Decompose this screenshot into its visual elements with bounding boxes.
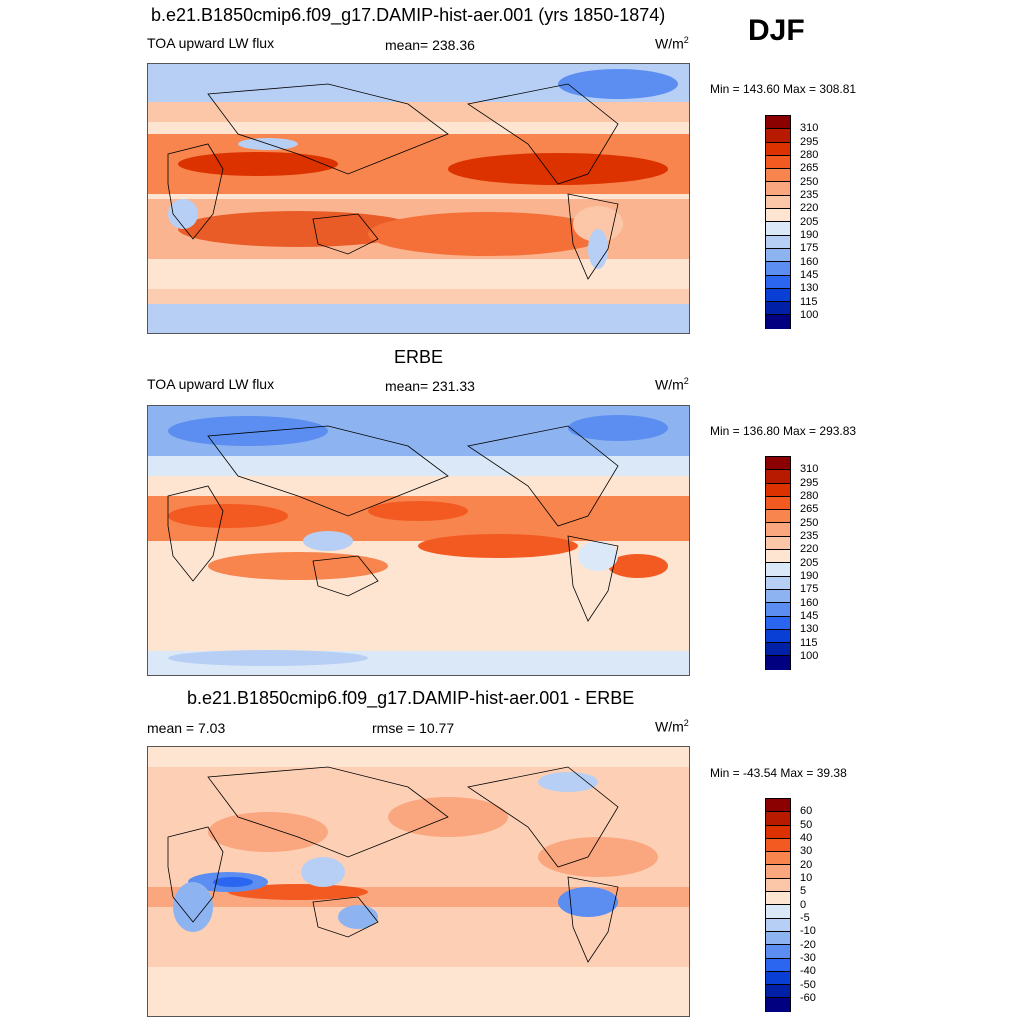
panel3-cbar-label: -50	[800, 979, 816, 991]
panel1-cbar-label: 250	[800, 176, 819, 188]
panel1-cbar-label: 175	[800, 242, 819, 254]
panel2-cbar-label: 265	[800, 503, 819, 515]
panel1-cbar-label: 145	[800, 269, 819, 281]
panel1-map	[147, 63, 690, 334]
panel1-cbar-label: 115	[800, 296, 818, 308]
panel2-mean: mean= 231.33	[385, 378, 475, 394]
panel1-cbar-label: 205	[800, 216, 819, 228]
panel1-colorbar	[765, 115, 791, 329]
panel3-cbar-label: 30	[800, 845, 813, 857]
panel3-cbar-label: 0	[800, 899, 807, 911]
panel3-cbar-label: -10	[800, 925, 816, 937]
panel1-cbar-label: 310	[800, 122, 819, 134]
panel3-cbar-label: -60	[800, 992, 816, 1004]
panel2-cbar-label: 310	[800, 463, 819, 475]
panel2-cbar-label: 115	[800, 637, 818, 649]
panel1-variable: TOA upward LW flux	[147, 35, 275, 51]
panel1-cbar-label: 265	[800, 162, 819, 174]
panel2-cbar-label: 295	[800, 477, 819, 489]
panel3-cbar-label: -30	[800, 952, 816, 964]
panel1-cbar-label: 160	[800, 256, 819, 268]
panel2-colorbar	[765, 456, 791, 670]
panel3-title: b.e21.B1850cmip6.f09_g17.DAMIP-hist-aer.…	[187, 688, 635, 708]
panel2-cbar-label: 190	[800, 570, 819, 582]
panel3-colorbar	[765, 798, 791, 1012]
season-label: DJF	[748, 14, 805, 47]
panel2-units: W/m2	[655, 376, 689, 393]
panel1-minmax: Min = 143.60 Max = 308.81	[710, 82, 857, 96]
panel3-cbar-label: 60	[800, 805, 813, 817]
panel1-cbar-label: 130	[800, 282, 819, 294]
panel2-cbar-label: 235	[800, 530, 819, 542]
panel1-cbar-label: 220	[800, 202, 819, 214]
panel3-cbar-label: 5	[800, 885, 807, 897]
panel2-map	[147, 405, 690, 676]
panel3-cbar-label: 50	[800, 819, 813, 831]
panel3-units: W/m2	[655, 718, 689, 735]
panel2-cbar-label: 280	[800, 490, 819, 502]
panel1-cbar-label: 190	[800, 229, 819, 241]
panel3-cbar-label: -20	[800, 939, 816, 951]
panel1-cbar-label: 100	[800, 309, 819, 321]
panel2-title: ERBE	[394, 347, 444, 367]
panel3-map	[147, 746, 690, 1017]
panel3-rmse: rmse = 10.77	[372, 720, 455, 736]
panel2-cbar-label: 220	[800, 543, 819, 555]
panel2-cbar-label: 160	[800, 597, 819, 609]
panel1-units: W/m2	[655, 35, 689, 52]
panel1-mean: mean= 238.36	[385, 37, 475, 53]
panel3-cbar-label: -40	[800, 965, 816, 977]
panel2-cbar-label: 250	[800, 517, 819, 529]
panel3-cbar-label: 20	[800, 859, 813, 871]
panel2-minmax: Min = 136.80 Max = 293.83	[710, 424, 857, 438]
panel1-cbar-label: 280	[800, 149, 819, 161]
panel2-cbar-label: 175	[800, 583, 819, 595]
panel1-cbar-label: 235	[800, 189, 819, 201]
panel3-mean: mean = 7.03	[147, 720, 226, 736]
panel3-cbar-label: -5	[800, 912, 810, 924]
panel2-cbar-label: 145	[800, 610, 819, 622]
panel1-title: b.e21.B1850cmip6.f09_g17.DAMIP-hist-aer.…	[151, 5, 666, 25]
panel3-cbar-label: 10	[800, 872, 813, 884]
panel2-variable: TOA upward LW flux	[147, 376, 275, 392]
panel3-minmax: Min = -43.54 Max = 39.38	[710, 766, 847, 780]
panel2-cbar-label: 205	[800, 557, 819, 569]
panel2-cbar-label: 130	[800, 623, 819, 635]
panel2-cbar-label: 100	[800, 650, 819, 662]
panel3-cbar-label: 40	[800, 832, 813, 844]
panel1-cbar-label: 295	[800, 136, 819, 148]
